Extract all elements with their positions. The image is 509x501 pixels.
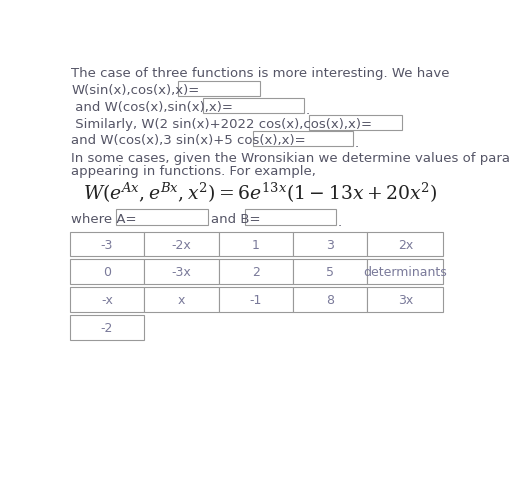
Text: .: . [355,137,359,150]
Text: 2x: 2x [398,238,413,251]
Text: 3: 3 [326,238,334,251]
Text: The case of three functions is more interesting. We have: The case of three functions is more inte… [71,67,450,80]
Text: -3x: -3x [172,266,191,279]
Text: appearing in functions. For example,: appearing in functions. For example, [71,165,316,178]
Text: 3x: 3x [398,294,413,307]
FancyBboxPatch shape [219,260,293,285]
Text: -2x: -2x [172,238,191,251]
Text: -3: -3 [101,238,113,251]
Text: 2: 2 [252,266,260,279]
FancyBboxPatch shape [144,288,219,312]
FancyBboxPatch shape [308,115,402,131]
FancyBboxPatch shape [70,232,144,257]
Text: where A=: where A= [71,212,137,225]
FancyBboxPatch shape [70,288,144,312]
Text: 1: 1 [252,238,260,251]
FancyBboxPatch shape [367,260,443,285]
FancyBboxPatch shape [293,232,367,257]
FancyBboxPatch shape [367,288,443,312]
FancyBboxPatch shape [367,232,443,257]
Text: 8: 8 [326,294,334,307]
Text: $W(e^{Ax},e^{Bx},x^2) = 6e^{13x}(1-13x+20x^2)$: $W(e^{Ax},e^{Bx},x^2) = 6e^{13x}(1-13x+2… [83,180,438,204]
FancyBboxPatch shape [178,82,260,97]
FancyBboxPatch shape [293,288,367,312]
FancyBboxPatch shape [219,232,293,257]
Text: -x: -x [101,294,113,307]
FancyBboxPatch shape [203,99,304,114]
Text: W(sin(x),cos(x),x)=: W(sin(x),cos(x),x)= [71,84,200,97]
Text: determinants: determinants [363,266,447,279]
Text: -1: -1 [249,294,262,307]
FancyBboxPatch shape [70,260,144,285]
FancyBboxPatch shape [144,232,219,257]
Text: .: . [338,215,342,228]
FancyBboxPatch shape [245,210,336,225]
Text: Similarly, W(2 sin(x)+2022 cos(x),cos(x),x)=: Similarly, W(2 sin(x)+2022 cos(x),cos(x)… [71,118,373,131]
FancyBboxPatch shape [117,210,208,225]
FancyBboxPatch shape [70,315,144,340]
Text: and B=: and B= [211,212,261,225]
Text: -2: -2 [101,321,113,334]
Text: and W(cos(x),sin(x),x)=: and W(cos(x),sin(x),x)= [71,101,233,114]
Text: and W(cos(x),3 sin(x)+5 cos(x),x)=: and W(cos(x),3 sin(x)+5 cos(x),x)= [71,134,306,147]
Text: .: . [305,104,309,117]
FancyBboxPatch shape [253,132,353,147]
Text: x: x [178,294,185,307]
Text: 0: 0 [103,266,111,279]
FancyBboxPatch shape [219,288,293,312]
Text: 5: 5 [326,266,334,279]
Text: In some cases, given the Wronsikian we determine values of parameters: In some cases, given the Wronsikian we d… [71,152,509,164]
FancyBboxPatch shape [144,260,219,285]
FancyBboxPatch shape [293,260,367,285]
